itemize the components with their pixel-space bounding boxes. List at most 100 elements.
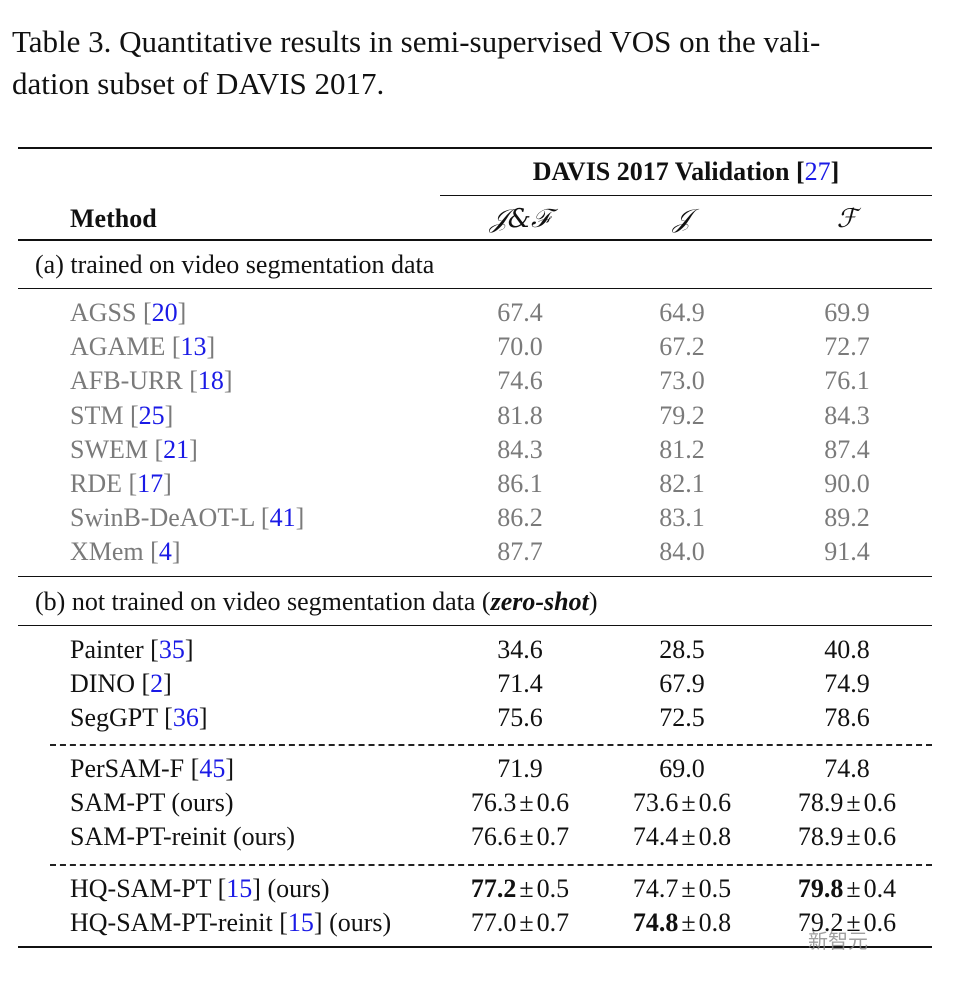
citation-link[interactable]: 36	[172, 703, 199, 732]
method-name-cell: SegGPT [36]	[70, 703, 208, 732]
value-cell: 74.7 ±0.5	[633, 874, 731, 904]
method-name: AFB-URR	[70, 366, 183, 396]
value-cell: 82.1	[659, 469, 705, 499]
value-cell: 73.6 ±0.6	[633, 788, 731, 818]
method-name: DINO	[70, 669, 135, 698]
value: 79.2	[659, 400, 705, 430]
value: 75.6	[497, 703, 543, 732]
citation-link[interactable]: 2	[150, 669, 164, 698]
method-name-cell: STM [25]	[70, 400, 174, 430]
citation-link[interactable]: 15	[287, 907, 314, 937]
citation-link[interactable]: 18	[197, 366, 224, 396]
value-cell: 74.9	[824, 669, 870, 699]
value: 74.8	[632, 907, 679, 937]
section-b-label: (b) not trained on video segmentation da…	[35, 587, 598, 617]
value-cell: 77.2 ±0.5	[471, 874, 569, 904]
value: 72.5	[659, 703, 705, 732]
value-cell: 87.7	[497, 537, 543, 567]
method-name-cell: SWEM [21]	[70, 434, 198, 464]
value-cell: 74.6	[497, 366, 543, 396]
citation-link[interactable]: 20	[151, 298, 178, 327]
value: 71.9	[497, 754, 543, 783]
pm-symbol: ±	[519, 822, 534, 851]
citation-link[interactable]: 25	[138, 400, 165, 430]
method-name-cell: AFB-URR [18]	[70, 366, 233, 396]
method-name-cell: SAM-PT (ours)	[70, 788, 233, 818]
value-cell: 40.8	[824, 635, 870, 665]
value-cell: 78.9 ±0.6	[798, 822, 896, 852]
method-name: RDE	[70, 469, 122, 498]
value: 83.1	[659, 503, 705, 533]
method-name: SWEM	[70, 434, 148, 464]
method-suffix: (ours)	[322, 907, 392, 937]
method-name-cell: XMem [4]	[70, 537, 181, 567]
value-cell: 67.4	[497, 298, 543, 328]
value: 28.5	[659, 635, 705, 664]
method-name-cell: DINO [2]	[70, 669, 172, 698]
value: 77.2	[470, 874, 517, 903]
method-name-cell: AGAME [13]	[70, 332, 216, 362]
table-caption-line-2: dation subset of DAVIS 2017.	[12, 66, 385, 101]
value-cell: 71.9	[497, 754, 543, 784]
group-header-text: DAVIS 2017 Validation	[532, 157, 790, 186]
citation-link[interactable]: 17	[137, 469, 164, 498]
method-name: AGAME	[70, 332, 166, 362]
value-cell: 76.1	[824, 366, 870, 396]
method-name-cell: HQ-SAM-PT-reinit [15] (ours)	[70, 907, 392, 937]
citation-link[interactable]: 45	[199, 754, 226, 783]
j-header: 𝒥	[673, 204, 691, 234]
value: 84.3	[497, 434, 543, 464]
value: 69.0	[659, 754, 705, 783]
citation-link[interactable]: 35	[158, 635, 185, 664]
value-cell: 89.2	[824, 503, 870, 533]
std-dev: 0.8	[698, 822, 732, 851]
value: 89.2	[824, 503, 870, 533]
value-cell: 79.2 ±0.6	[798, 908, 896, 938]
value: 67.9	[659, 669, 705, 698]
pm-symbol: ±	[681, 907, 696, 937]
value-cell: 77.0 ±0.7	[471, 908, 569, 938]
value-cell: 71.4	[497, 669, 543, 699]
value: 79.8	[797, 874, 844, 903]
value: 78.9	[797, 822, 844, 851]
top-rule	[18, 147, 932, 149]
watermark: 新智元	[808, 929, 868, 953]
section-b-em: zero-shot	[490, 587, 589, 616]
value: 84.0	[659, 537, 705, 567]
value: 67.4	[497, 298, 543, 327]
value-cell: 81.2	[659, 435, 705, 465]
value: 78.6	[824, 703, 870, 732]
dashed-separator	[50, 744, 932, 746]
citation-link[interactable]: 21	[163, 434, 190, 464]
method-name-cell: Painter [35]	[70, 635, 194, 664]
std-dev: 0.6	[863, 788, 897, 817]
value-cell: 76.6 ±0.7	[471, 822, 569, 852]
std-dev: 0.5	[536, 874, 570, 903]
value: 67.2	[659, 332, 705, 362]
value-cell: 78.6	[824, 703, 870, 733]
value-cell: 67.2	[659, 332, 705, 362]
value: 77.0	[470, 907, 517, 937]
value-cell: 83.1	[659, 503, 705, 533]
method-name-cell: SwinB-DeAOT-L [41]	[70, 503, 305, 533]
citation-link[interactable]: 13	[180, 332, 207, 362]
pm-symbol: ±	[519, 788, 534, 817]
value-cell: 76.3 ±0.6	[471, 788, 569, 818]
value-cell: 86.1	[497, 469, 543, 499]
citation-link[interactable]: 41	[269, 503, 296, 533]
citation-link[interactable]: 27	[804, 157, 831, 186]
value: 81.2	[659, 434, 705, 464]
std-dev: 0.4	[863, 874, 897, 903]
value-cell: 73.0	[659, 366, 705, 396]
citation-link[interactable]: 15	[226, 874, 253, 903]
value: 91.4	[824, 537, 870, 567]
value-cell: 67.9	[659, 669, 705, 699]
value-cell: 91.4	[824, 537, 870, 567]
value-cell: 72.5	[659, 703, 705, 733]
citation-link[interactable]: 4	[158, 537, 172, 567]
value: 74.6	[497, 366, 543, 396]
value-cell: 69.0	[659, 754, 705, 784]
value: 34.6	[497, 635, 543, 664]
value: 87.7	[497, 537, 543, 567]
